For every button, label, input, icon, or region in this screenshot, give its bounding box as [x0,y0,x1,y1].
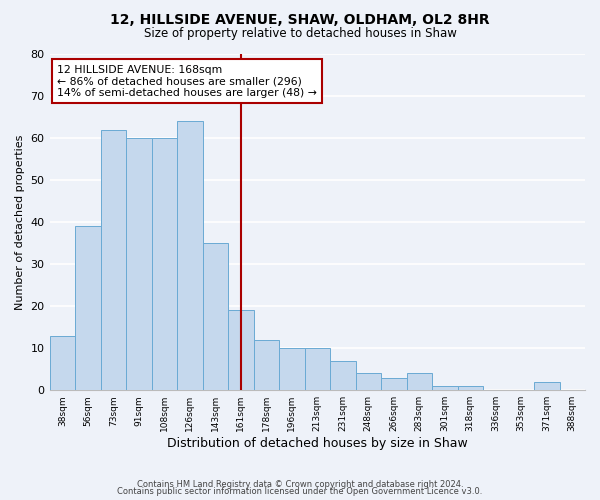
Text: Size of property relative to detached houses in Shaw: Size of property relative to detached ho… [143,28,457,40]
Bar [407,374,432,390]
Bar [126,138,152,390]
Bar [330,361,356,390]
Bar [228,310,254,390]
Bar [279,348,305,390]
Text: 12, HILLSIDE AVENUE, SHAW, OLDHAM, OL2 8HR: 12, HILLSIDE AVENUE, SHAW, OLDHAM, OL2 8… [110,12,490,26]
Bar [534,382,560,390]
Bar [458,386,483,390]
Bar [356,374,381,390]
Bar [50,336,75,390]
Bar [432,386,458,390]
Bar [203,243,228,390]
Text: Contains HM Land Registry data © Crown copyright and database right 2024.: Contains HM Land Registry data © Crown c… [137,480,463,489]
Bar [254,340,279,390]
Bar [75,226,101,390]
Y-axis label: Number of detached properties: Number of detached properties [15,134,25,310]
Text: Contains public sector information licensed under the Open Government Licence v3: Contains public sector information licen… [118,487,482,496]
Bar [152,138,177,390]
Text: 12 HILLSIDE AVENUE: 168sqm
← 86% of detached houses are smaller (296)
14% of sem: 12 HILLSIDE AVENUE: 168sqm ← 86% of deta… [57,64,317,98]
Bar [381,378,407,390]
X-axis label: Distribution of detached houses by size in Shaw: Distribution of detached houses by size … [167,437,467,450]
Bar [177,121,203,390]
Bar [101,130,126,390]
Bar [305,348,330,390]
